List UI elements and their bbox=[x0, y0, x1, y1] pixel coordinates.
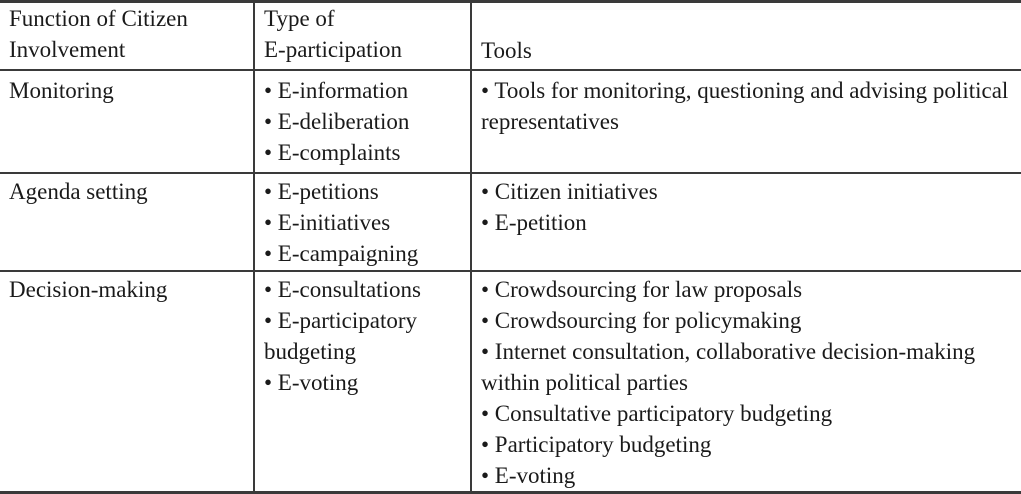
tool-item: • Participatory budgeting bbox=[481, 432, 712, 457]
type-item: • E-complaints bbox=[264, 140, 401, 165]
tool-item: • E-petition bbox=[481, 210, 587, 235]
cell-tools: • Tools for monitoring, questioning and … bbox=[471, 70, 1021, 173]
table-row: Monitoring • E-information • E-deliberat… bbox=[0, 70, 1021, 173]
header-function-line-1: Function of Citizen bbox=[9, 6, 188, 31]
header-tools-label: Tools bbox=[481, 38, 532, 63]
table-body: Monitoring • E-information • E-deliberat… bbox=[0, 70, 1021, 493]
table-row: Decision-making • E-consultations • E-pa… bbox=[0, 271, 1021, 493]
table-row: Agenda setting • E-petitions • E-initiat… bbox=[0, 173, 1021, 271]
tool-item: • Crowdsourcing for law proposals bbox=[481, 277, 803, 302]
cell-types: • E-information • E-deliberation • E-com… bbox=[254, 70, 472, 173]
cell-types: • E-petitions • E-initiatives • E-campai… bbox=[254, 173, 472, 271]
header-type-line-1: Type of bbox=[264, 6, 335, 31]
tool-item: • Consultative participatory budgeting bbox=[481, 401, 833, 426]
header-tools: Tools bbox=[471, 2, 1021, 71]
header-row: Function of Citizen Involvement Type of … bbox=[0, 1, 1021, 71]
header-function: Function of Citizen Involvement bbox=[0, 1, 255, 70]
type-item: • E-voting bbox=[264, 370, 359, 395]
type-item: • E-petitions bbox=[264, 179, 379, 204]
cell-tools: • Crowdsourcing for law proposals • Crow… bbox=[471, 271, 1021, 493]
header-function-line-2: Involvement bbox=[9, 37, 126, 62]
type-item: • E-initiatives bbox=[264, 210, 391, 235]
type-item: • E-participatory budgeting bbox=[264, 308, 418, 364]
tool-item: • Citizen initiatives bbox=[481, 179, 658, 204]
type-item: • E-consultations bbox=[264, 277, 421, 302]
header-type: Type of E-participation bbox=[254, 1, 472, 70]
cell-tools: • Citizen initiatives • E-petition bbox=[471, 173, 1021, 271]
type-item: • E-campaigning bbox=[264, 241, 419, 266]
type-item: • E-deliberation bbox=[264, 109, 410, 134]
cell-function: Monitoring bbox=[0, 70, 255, 173]
cell-function: Decision-making bbox=[0, 271, 255, 493]
type-item: • E-information bbox=[264, 78, 409, 103]
tool-item: • Tools for monitoring, questioning and … bbox=[481, 78, 1009, 134]
tool-item: • E-voting bbox=[481, 463, 576, 488]
cell-types: • E-consultations • E-participatory budg… bbox=[254, 271, 472, 493]
header-type-line-2: E-participation bbox=[264, 37, 402, 62]
table-header: Function of Citizen Involvement Type of … bbox=[0, 1, 1021, 71]
tool-item: • Internet consultation, collaborative d… bbox=[481, 339, 976, 395]
tool-item: • Crowdsourcing for policymaking bbox=[481, 308, 802, 333]
cell-function: Agenda setting bbox=[0, 173, 255, 271]
